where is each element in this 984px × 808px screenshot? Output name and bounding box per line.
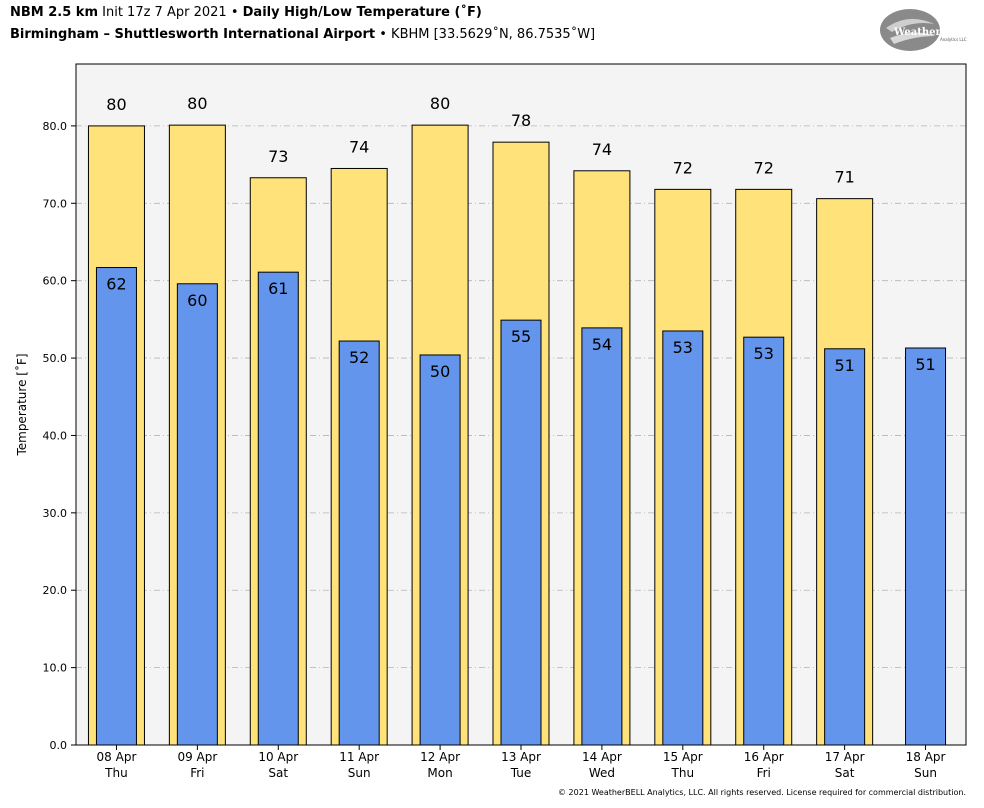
low-temp-label: 61: [268, 279, 288, 298]
separator-bullet: •: [230, 5, 239, 20]
high-temp-label: 71: [834, 168, 854, 187]
low-temp-bar: [95, 267, 137, 746]
x-tick-date-label: 13 Apr: [501, 750, 541, 764]
x-tick-day-label: Fri: [190, 766, 204, 780]
low-temp-label: 50: [430, 362, 450, 381]
logo-text: WeatherBELL: [893, 27, 968, 38]
x-tick-date-label: 08 Apr: [97, 750, 137, 764]
low-temp-bar: [662, 330, 704, 746]
x-tick-date-label: 17 Apr: [825, 750, 865, 764]
y-tick-label: 80.0: [43, 120, 68, 133]
x-tick-date-label: 09 Apr: [177, 750, 217, 764]
x-tick-date-label: 15 Apr: [663, 750, 703, 764]
low-temp-bar: [257, 271, 299, 746]
high-temp-label: 72: [754, 158, 774, 177]
low-temp-label: 53: [754, 344, 774, 363]
high-temp-label: 80: [187, 94, 207, 113]
low-temp-bar: [824, 348, 866, 746]
x-tick-date-label: 18 Apr: [906, 750, 946, 764]
low-temp-label: 55: [511, 327, 531, 346]
y-tick-label: 0.0: [50, 739, 68, 752]
copyright-notice: © 2021 WeatherBELL Analytics, LLC. All r…: [558, 788, 966, 797]
y-tick-label: 40.0: [43, 429, 68, 442]
location-name: Birmingham – Shuttlesworth International…: [10, 27, 376, 42]
x-tick-day-label: Sun: [348, 766, 371, 780]
low-temp-label: 51: [834, 356, 854, 375]
low-temp-bar: [581, 327, 623, 746]
low-temp-label: 60: [187, 291, 207, 310]
high-temp-label: 78: [511, 111, 531, 130]
weatherbell-logo: WeatherBELL Analytics LLC: [880, 9, 968, 51]
low-temp-bar: [743, 336, 785, 746]
low-temp-bar: [338, 340, 380, 746]
high-temp-label: 72: [673, 158, 693, 177]
high-temp-label: 80: [106, 95, 126, 114]
station-info: KBHM [33.5629˚N, 86.7535˚W]: [391, 27, 596, 42]
chart-header-line-2: Birmingham – Shuttlesworth International…: [10, 27, 595, 42]
init-time: Init 17z 7 Apr 2021: [102, 5, 227, 20]
x-tick-day-label: Fri: [757, 766, 771, 780]
y-tick-label: 20.0: [43, 584, 68, 597]
low-temp-bar: [176, 283, 218, 746]
separator-bullet: •: [379, 27, 387, 42]
y-tick-label: 70.0: [43, 197, 68, 210]
x-tick-day-label: Tue: [510, 766, 532, 780]
low-temp-label: 52: [349, 348, 369, 367]
plot-frame: [75, 63, 967, 746]
low-temp-bar: [905, 347, 947, 746]
low-temp-bar: [419, 354, 461, 746]
y-tick-label: 50.0: [43, 352, 68, 365]
x-tick-date-label: 16 Apr: [744, 750, 784, 764]
low-temp-label: 62: [106, 275, 126, 294]
high-temp-label: 74: [592, 140, 612, 159]
x-tick-day-label: Sun: [914, 766, 937, 780]
x-tick-day-label: Wed: [589, 766, 615, 780]
x-tick-day-label: Thu: [104, 766, 128, 780]
model-name: NBM 2.5 km: [10, 5, 98, 20]
y-axis-label: Temperature [˚F]: [14, 353, 29, 456]
low-temp-label: 54: [592, 335, 612, 354]
low-temp-bar: [500, 319, 542, 746]
logo-subtext: Analytics LLC: [940, 37, 967, 42]
high-temp-label: 73: [268, 147, 288, 166]
x-tick-day-label: Sat: [835, 766, 855, 780]
product-name: Daily High/Low Temperature (˚F): [242, 5, 482, 20]
high-temp-label: 74: [349, 137, 369, 156]
x-tick-date-label: 10 Apr: [258, 750, 298, 764]
y-tick-label: 10.0: [43, 662, 68, 675]
y-tick-label: 30.0: [43, 507, 68, 520]
x-tick-day-label: Thu: [671, 766, 695, 780]
low-temp-label: 51: [915, 355, 935, 374]
y-tick-label: 60.0: [43, 275, 68, 288]
x-tick-day-label: Sat: [268, 766, 288, 780]
x-tick-date-label: 11 Apr: [339, 750, 379, 764]
x-tick-date-label: 14 Apr: [582, 750, 622, 764]
low-temp-label: 53: [673, 338, 693, 357]
chart-header-line-1: NBM 2.5 km Init 17z 7 Apr 2021 • Daily H…: [10, 5, 482, 20]
high-temp-label: 80: [430, 94, 450, 113]
x-tick-date-label: 12 Apr: [420, 750, 460, 764]
x-tick-day-label: Mon: [427, 766, 452, 780]
